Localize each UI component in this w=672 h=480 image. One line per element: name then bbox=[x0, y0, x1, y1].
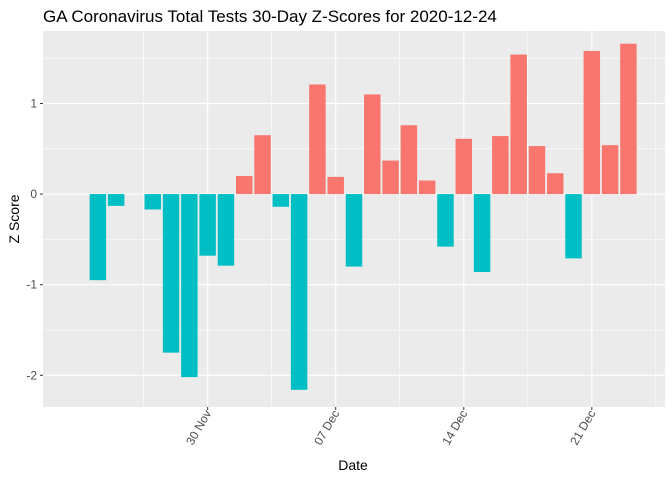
x-tick-label: 07 Dec bbox=[311, 408, 342, 448]
bar bbox=[620, 43, 637, 195]
bar bbox=[272, 194, 290, 207]
bar bbox=[565, 194, 582, 259]
bar bbox=[327, 176, 344, 195]
bar bbox=[473, 194, 491, 273]
bar bbox=[547, 173, 564, 195]
chart-title: GA Coronavirus Total Tests 30-Day Z-Scor… bbox=[43, 7, 497, 26]
bar bbox=[217, 194, 235, 266]
bar bbox=[89, 194, 107, 281]
y-tick-label: 1 bbox=[30, 96, 37, 110]
bar bbox=[254, 135, 271, 195]
bar bbox=[492, 136, 509, 195]
bar bbox=[583, 50, 601, 195]
x-tick-label: 30 Nov bbox=[183, 408, 214, 448]
bar bbox=[107, 194, 125, 206]
y-tick-label: -1 bbox=[26, 278, 37, 292]
bar bbox=[510, 54, 527, 195]
x-tick-label: 14 Dec bbox=[439, 408, 470, 448]
bars bbox=[89, 43, 637, 390]
bar bbox=[382, 160, 399, 195]
bar bbox=[437, 194, 454, 247]
bar bbox=[181, 194, 198, 378]
bar bbox=[236, 175, 253, 195]
bar bbox=[418, 180, 436, 195]
bar bbox=[364, 94, 381, 195]
y-tick-label: 0 bbox=[30, 187, 37, 201]
bar bbox=[528, 146, 546, 195]
x-tick-label: 21 Dec bbox=[567, 408, 598, 448]
bar bbox=[309, 84, 326, 195]
y-axis-title: Z Score bbox=[6, 194, 22, 243]
bar bbox=[400, 125, 418, 195]
bar bbox=[455, 138, 472, 195]
bar bbox=[162, 194, 180, 353]
x-axis-title: Date bbox=[338, 457, 368, 473]
bar bbox=[199, 194, 216, 256]
bar bbox=[290, 194, 308, 390]
bar bbox=[345, 194, 363, 267]
bar bbox=[601, 145, 619, 195]
x-axis-ticks: 30 Nov 07 Dec 14 Dec 21 Dec bbox=[183, 407, 598, 447]
y-tick-label: -2 bbox=[26, 368, 37, 382]
y-axis-ticks: -2 -1 0 1 bbox=[26, 96, 43, 382]
bar bbox=[144, 194, 161, 210]
